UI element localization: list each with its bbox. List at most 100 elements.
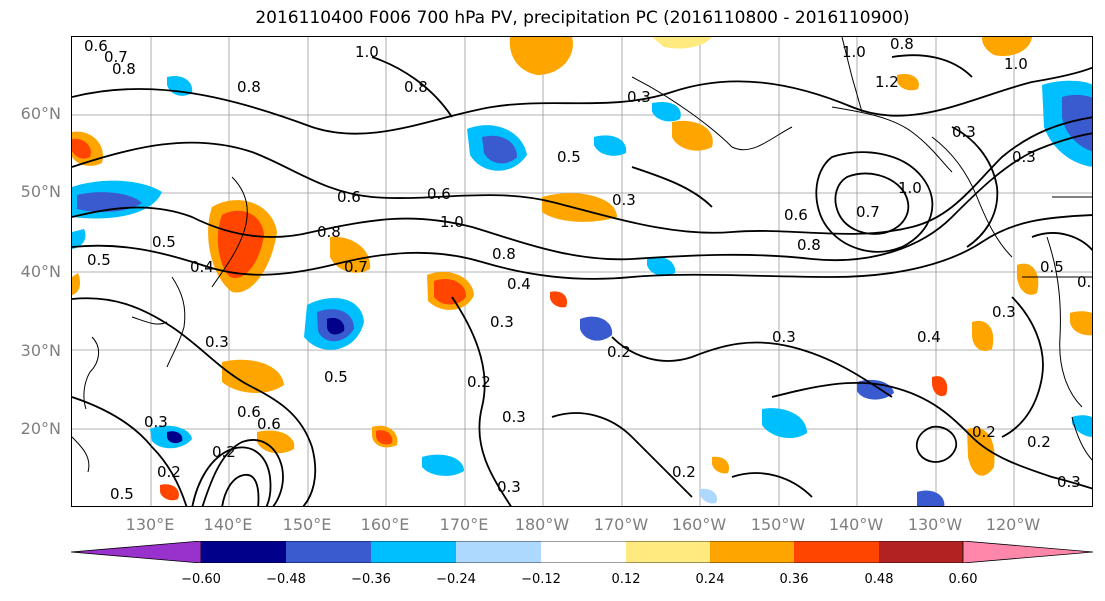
contour-label: 0.3 bbox=[992, 303, 1016, 321]
contour-label: 0.3 bbox=[497, 478, 521, 496]
precip-neg-area bbox=[327, 317, 345, 335]
colorbar-tick: 0.48 bbox=[864, 572, 894, 587]
colorbar-segment bbox=[962, 541, 1093, 563]
contour-label: 0.2 bbox=[972, 423, 996, 441]
precip-pos-area bbox=[160, 484, 179, 501]
contour-label: 0.2 bbox=[1027, 433, 1051, 451]
precip-neg-area bbox=[1072, 415, 1092, 437]
precip-pos-area bbox=[222, 359, 284, 393]
precip-pos-area bbox=[712, 456, 730, 474]
lat-label-20n: 20°N bbox=[20, 419, 61, 438]
lat-label-30n: 30°N bbox=[20, 341, 61, 360]
contour-label: 0.3 bbox=[612, 191, 636, 209]
precip-neg-area bbox=[482, 135, 517, 164]
precip-pos-area bbox=[1017, 263, 1039, 295]
colorbar-tick: 0.36 bbox=[779, 572, 809, 587]
pv-contours bbox=[72, 54, 1092, 506]
contour-label: 0.5 bbox=[87, 251, 111, 269]
precip-pos-area bbox=[982, 37, 1032, 57]
colorbar-segment bbox=[456, 541, 541, 563]
precip-pos-area bbox=[672, 120, 713, 151]
map-canvas: 0.6 0.7 0.8 1.0 0.8 1.0 0.8 1.2 1.0 0.8 … bbox=[72, 37, 1093, 506]
contour-label: 0.8 bbox=[317, 223, 341, 241]
contour-label: 0.6 bbox=[784, 206, 808, 224]
contour-label: 0.8 bbox=[112, 60, 136, 78]
contour-label: 1.0 bbox=[898, 179, 922, 197]
contour-label: 0.8 bbox=[890, 37, 914, 53]
colorbar-segment bbox=[794, 541, 879, 563]
precip-pos-area bbox=[257, 430, 295, 454]
contour-label: 0.3 bbox=[627, 88, 651, 106]
colorbar-tick: 0.24 bbox=[695, 572, 725, 587]
contour-label: 1.0 bbox=[355, 43, 379, 61]
lon-label-140e: 140°E bbox=[203, 515, 253, 534]
lon-label-170w: 170°W bbox=[593, 515, 649, 534]
contour-label: 0.3 bbox=[772, 328, 796, 346]
colorbar-segment bbox=[201, 541, 286, 563]
colorbar-segment bbox=[879, 541, 963, 563]
precip-neg-area bbox=[1062, 94, 1092, 152]
colorbar-tick: −0.24 bbox=[436, 572, 476, 587]
contour-label: 0.3 bbox=[952, 123, 976, 141]
precip-neg-area bbox=[917, 490, 945, 506]
contour-label: 0.3 bbox=[490, 313, 514, 331]
contour-label: 0.6 bbox=[84, 37, 108, 55]
contour-label: 0.2 bbox=[467, 373, 491, 391]
precip-pos-area bbox=[542, 193, 617, 222]
precip-pos-area bbox=[652, 37, 712, 49]
colorbar-segment bbox=[286, 541, 371, 563]
precip-neg-area bbox=[167, 431, 183, 444]
contour-label: 1.0 bbox=[842, 43, 866, 61]
lon-label-180w: 180°W bbox=[514, 515, 570, 534]
colorbar-tick: −0.60 bbox=[181, 572, 221, 587]
colorbar-tick: −0.36 bbox=[351, 572, 391, 587]
precip-neg-area bbox=[72, 229, 86, 249]
precip-neg-area bbox=[762, 408, 807, 439]
contour-label: 0.2 bbox=[607, 343, 631, 361]
precip-neg-area bbox=[647, 256, 676, 276]
contour-label: 0.3 bbox=[144, 413, 168, 431]
lon-label-130w: 130°W bbox=[907, 515, 963, 534]
lon-label-170e: 170°E bbox=[439, 515, 489, 534]
colorbar-segment bbox=[541, 541, 626, 563]
contour-label: 0.4 bbox=[507, 275, 531, 293]
contour-label: 0.7 bbox=[856, 203, 880, 221]
precip-pos-area bbox=[972, 320, 994, 352]
contour-label: 0.5 bbox=[1040, 258, 1064, 276]
lon-label-140w: 140°W bbox=[828, 515, 884, 534]
contour-label: 1.2 bbox=[875, 73, 899, 91]
contour-label: 1.0 bbox=[1004, 55, 1028, 73]
colorbar-segment bbox=[371, 541, 456, 563]
precip-pos-area bbox=[72, 138, 91, 159]
lon-label-120w: 120°W bbox=[985, 515, 1041, 534]
contour-label: 0.3 bbox=[1012, 148, 1036, 166]
contour-label: 0.5 bbox=[110, 485, 134, 503]
colorbar-tick: −0.48 bbox=[266, 572, 306, 587]
precip-neg-area bbox=[700, 488, 718, 504]
contour-label: 0.5 bbox=[557, 148, 581, 166]
precip-pos-area bbox=[376, 430, 393, 445]
contour-label: 0.7 bbox=[104, 48, 128, 66]
map-panel: 0.6 0.7 0.8 1.0 0.8 1.0 0.8 1.2 1.0 0.8 … bbox=[71, 36, 1093, 507]
contour-label: 0.3 bbox=[1057, 473, 1081, 491]
contour-label: 1.0 bbox=[440, 213, 464, 231]
precip-pos-area bbox=[932, 376, 948, 397]
precip-fills bbox=[72, 37, 1092, 506]
contour-label: 0.2 bbox=[672, 463, 696, 481]
contour-label: 0.5 bbox=[152, 233, 176, 251]
colorbar-segment bbox=[71, 541, 202, 563]
contour-label: 0.2 bbox=[157, 463, 181, 481]
lon-label-150e: 150°E bbox=[282, 515, 332, 534]
colorbar-tick: 0.12 bbox=[611, 572, 641, 587]
coastlines bbox=[72, 37, 1092, 473]
precip-neg-area bbox=[594, 135, 627, 156]
contour-label: 0.3 bbox=[205, 333, 229, 351]
contour-label: 0.2 bbox=[1077, 273, 1093, 291]
precip-pos-area bbox=[434, 278, 467, 305]
contour-label: 0.4 bbox=[190, 258, 214, 276]
precip-pos-area bbox=[897, 73, 919, 91]
precip-neg-area bbox=[77, 192, 142, 212]
lon-label-130e: 130°E bbox=[125, 515, 175, 534]
contour-label: 0.3 bbox=[502, 408, 526, 426]
lon-label-160w: 160°W bbox=[671, 515, 727, 534]
